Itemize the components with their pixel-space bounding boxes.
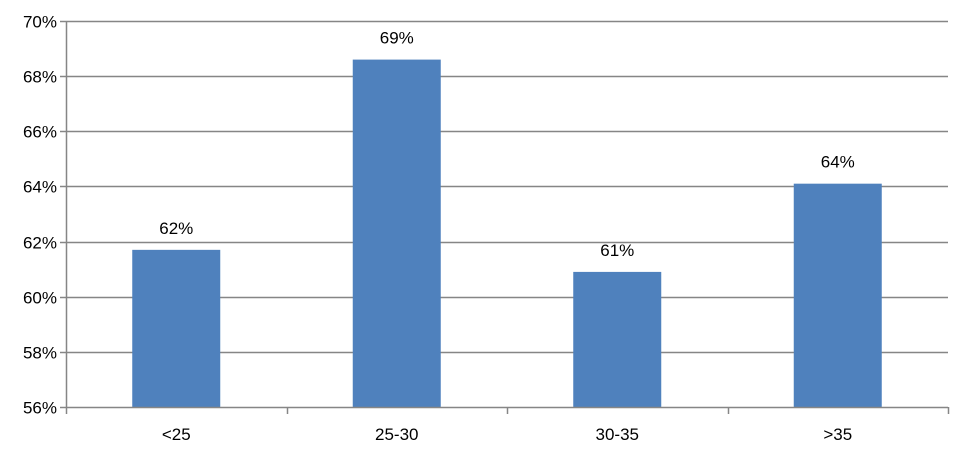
y-tick-label: 66% (23, 123, 57, 142)
axes (60, 20, 950, 414)
y-tick-label: 58% (23, 344, 57, 363)
bar (352, 59, 441, 407)
bar (793, 183, 882, 407)
data-label: 69% (380, 29, 414, 48)
bar (573, 271, 662, 407)
x-tick-label: >35 (823, 425, 852, 444)
x-tick-label: <25 (162, 425, 191, 444)
y-tick-label: 64% (23, 178, 57, 197)
bars (132, 59, 882, 407)
data-label: 64% (821, 153, 855, 172)
y-tick-label: 62% (23, 234, 57, 253)
y-tick-label: 60% (23, 289, 57, 308)
data-label: 62% (159, 219, 193, 238)
x-tick-label: 30-35 (596, 425, 639, 444)
data-label: 61% (600, 241, 634, 260)
y-tick-label: 56% (23, 399, 57, 418)
y-tick-label: 68% (23, 68, 57, 87)
bar (132, 249, 221, 407)
y-tick-label: 70% (23, 13, 57, 32)
x-tick-label: 25-30 (375, 425, 418, 444)
labels: 56% 58% 60% 62% 64% 66% 68% 70% 62% <25 69% 25-30 61… (23, 13, 855, 445)
